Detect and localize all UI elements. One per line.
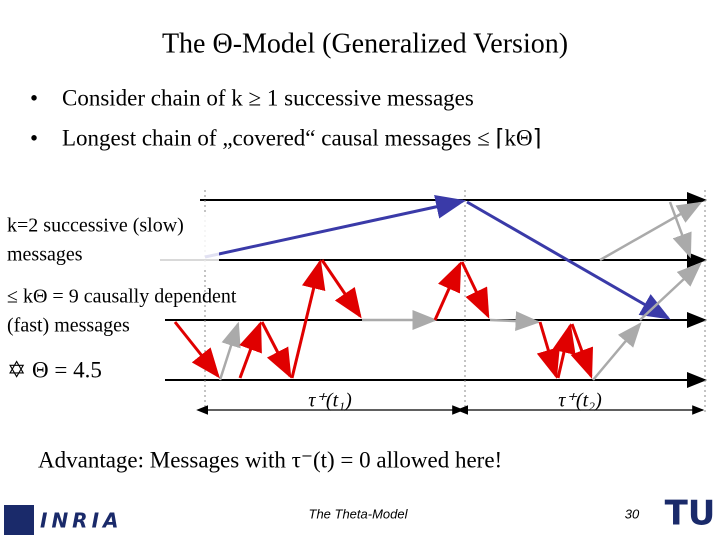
logo-right: TU	[665, 494, 716, 534]
page-number: 30	[625, 506, 640, 521]
label-bg	[4, 212, 219, 268]
label-bg	[4, 284, 164, 340]
footer-center: The Theta-Model	[309, 506, 409, 521]
time-markers	[204, 190, 706, 415]
theta-label: ✡ Θ = 4.5	[7, 357, 102, 382]
process-lines	[160, 192, 707, 388]
fast-label: (fast) messages	[7, 315, 130, 337]
logo-mark	[4, 505, 34, 535]
other-messages	[218, 201, 703, 381]
fast-messages	[173, 259, 594, 379]
bullet: Consider chain of k ≥ 1 successive messa…	[62, 85, 474, 110]
logo-left: INRIA	[40, 509, 123, 533]
slow-messages	[204, 195, 671, 320]
advantage: Advantage: Messages with τ⁻(t) = 0 allow…	[38, 447, 502, 472]
bullet: Longest chain of „covered“ causal messag…	[62, 125, 542, 150]
tau-label: τ⁺(t₁)	[308, 390, 352, 412]
bullet-dot: •	[30, 85, 38, 110]
title: The Θ-Model (Generalized Version)	[162, 28, 568, 59]
fast-label: ≤ kΘ = 9 causally dependent	[7, 286, 237, 308]
slow-label: messages	[7, 244, 83, 266]
bullet-dot: •	[30, 125, 38, 150]
tau-label: τ⁺(t₂)	[558, 390, 602, 412]
slow-label: k=2 successive (slow)	[7, 215, 184, 237]
